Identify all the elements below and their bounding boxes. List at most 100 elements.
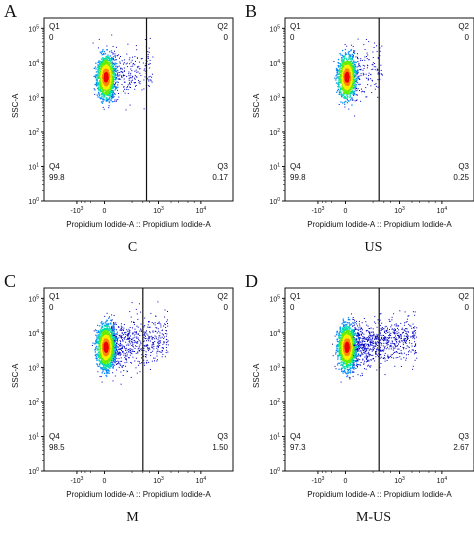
event-point xyxy=(118,348,120,350)
event-point xyxy=(113,346,115,348)
event-point xyxy=(355,86,357,88)
event-point xyxy=(125,349,126,351)
event-point xyxy=(351,76,353,78)
event-point xyxy=(121,60,123,62)
event-point xyxy=(166,341,168,343)
event-point xyxy=(101,336,103,339)
event-point xyxy=(151,337,153,338)
event-point xyxy=(354,61,356,63)
event-point xyxy=(143,340,145,342)
event-point xyxy=(166,333,168,335)
event-point xyxy=(131,350,133,352)
event-point xyxy=(343,57,345,60)
event-point xyxy=(106,334,108,336)
event-point xyxy=(344,91,347,93)
event-point xyxy=(157,346,159,347)
event-point xyxy=(110,360,112,362)
event-point xyxy=(130,74,132,76)
event-point xyxy=(354,80,356,82)
event-point xyxy=(338,77,340,79)
event-point xyxy=(128,337,130,339)
event-point xyxy=(353,80,355,82)
event-point xyxy=(343,61,346,63)
event-point xyxy=(113,332,115,334)
event-point xyxy=(95,341,98,343)
event-point xyxy=(357,61,359,62)
event-point xyxy=(350,78,352,80)
event-point xyxy=(356,76,358,78)
event-point xyxy=(156,351,158,352)
event-point xyxy=(95,68,97,70)
event-point xyxy=(113,336,115,338)
event-point xyxy=(113,96,115,98)
event-point xyxy=(113,68,115,70)
event-point xyxy=(105,323,107,325)
event-point xyxy=(103,59,105,61)
event-point xyxy=(355,90,357,92)
event-point xyxy=(141,89,143,91)
event-point xyxy=(105,88,107,90)
event-point xyxy=(112,77,114,79)
y-tick-label: 103 xyxy=(269,93,280,102)
event-point xyxy=(105,99,107,101)
event-point xyxy=(149,326,151,328)
event-point xyxy=(336,74,338,76)
event-point xyxy=(340,54,342,56)
event-point xyxy=(100,346,103,348)
event-point xyxy=(111,319,113,321)
event-point xyxy=(126,351,128,353)
event-point xyxy=(102,329,104,332)
quadrant-value-q3: 0.17 xyxy=(212,173,228,182)
event-point xyxy=(345,100,347,103)
event-point xyxy=(98,73,101,75)
event-point xyxy=(135,45,137,47)
event-point xyxy=(107,94,109,96)
event-point xyxy=(158,321,160,323)
event-point xyxy=(363,68,365,69)
event-point xyxy=(149,37,151,39)
event-point xyxy=(98,343,100,345)
event-point xyxy=(104,315,106,317)
event-point xyxy=(359,79,361,80)
event-point xyxy=(106,92,108,94)
event-point xyxy=(110,353,112,355)
event-point xyxy=(98,91,100,93)
event-point xyxy=(136,345,138,347)
event-point xyxy=(167,344,169,346)
event-point xyxy=(149,332,151,334)
event-point xyxy=(101,362,103,364)
event-point xyxy=(110,365,112,368)
event-point xyxy=(351,74,353,77)
event-point xyxy=(111,95,113,97)
event-point xyxy=(349,69,351,72)
event-point xyxy=(343,68,345,70)
event-point xyxy=(348,55,350,58)
event-point xyxy=(99,331,101,333)
event-point xyxy=(134,77,135,79)
event-point xyxy=(355,72,358,75)
event-point xyxy=(341,88,343,90)
event-point xyxy=(339,77,341,79)
event-point xyxy=(107,332,109,334)
event-point xyxy=(115,71,117,73)
event-point xyxy=(111,327,113,328)
event-point xyxy=(362,90,364,92)
event-point xyxy=(348,61,350,64)
event-point xyxy=(103,66,105,69)
event-point xyxy=(101,87,103,89)
event-point xyxy=(126,333,128,335)
event-point xyxy=(113,352,115,354)
event-point xyxy=(343,96,345,99)
event-point xyxy=(116,55,118,57)
event-point xyxy=(115,78,117,81)
event-point xyxy=(115,349,117,351)
event-point xyxy=(111,354,114,356)
event-point xyxy=(104,96,106,98)
event-point xyxy=(354,79,357,81)
event-point xyxy=(106,366,109,368)
event-point xyxy=(371,64,373,66)
event-point xyxy=(152,331,154,333)
event-point xyxy=(147,78,148,80)
event-point xyxy=(111,341,113,343)
event-point xyxy=(100,341,103,343)
